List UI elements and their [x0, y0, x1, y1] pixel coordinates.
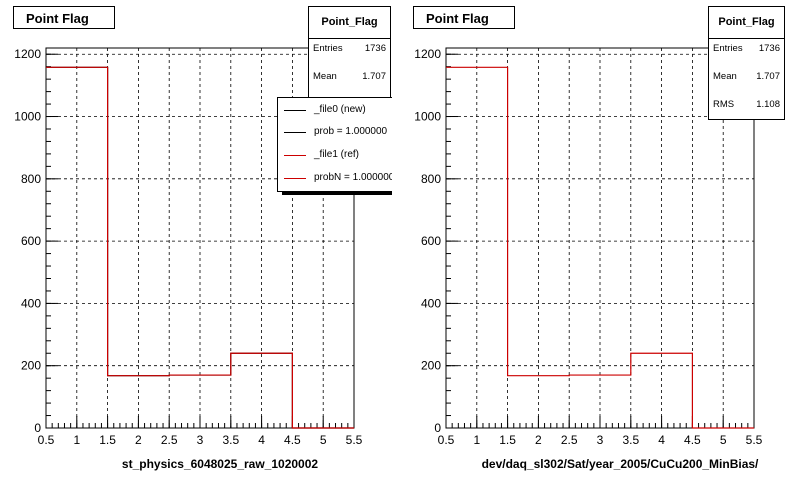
legend-entry-file0: _file0 (new)	[278, 98, 392, 124]
left-x-axis-label: st_physics_6048025_raw_1020002	[122, 457, 318, 471]
right-x-tick-label: 2	[535, 433, 542, 447]
right-y-tick-label: 0	[434, 421, 441, 435]
left-x-tick-label: 2	[135, 433, 142, 447]
left-stats-entries-label: Entries	[313, 43, 343, 54]
right-y-tick-label: 800	[421, 172, 441, 186]
right-title: Point Flag	[426, 11, 489, 26]
left-title-box: Point Flag	[13, 6, 115, 29]
right-x-tick-label: 1.5	[499, 433, 516, 447]
left-x-tick-label: 5.5	[346, 433, 363, 447]
legend-shadow-bottom	[282, 192, 392, 195]
right-y-tick-label: 600	[421, 234, 441, 248]
legend-line-prob	[284, 132, 306, 133]
right-x-tick-label: 5	[720, 433, 727, 447]
left-legend-box: _file0 (new) prob = 1.000000 _file1 (ref…	[277, 97, 392, 192]
right-y-tick-label: 400	[421, 296, 441, 310]
right-x-axis-label: dev/daq_sl302/Sat/year_2005/CuCu200_MinB…	[482, 457, 759, 471]
left-x-tick-label: 1	[73, 433, 80, 447]
left-x-tick-label: 2.5	[161, 433, 178, 447]
right-stats-row-rms: RMS 1.108	[713, 99, 780, 110]
left-x-tick-label: 3.5	[222, 433, 239, 447]
legend-line-file0	[284, 110, 306, 111]
right-x-tick-label: 2.5	[561, 433, 578, 447]
legend-line-probn	[284, 178, 306, 179]
left-x-tick-label: 1.5	[99, 433, 116, 447]
legend-entry-prob: prob = 1.000000	[278, 120, 392, 146]
left-stats-row-entries: Entries 1736	[313, 43, 386, 54]
left-y-tick-label: 1200	[14, 47, 41, 61]
right-stats-entries-value: 1736	[758, 43, 780, 54]
left-y-tick-label: 600	[21, 234, 41, 248]
left-x-tick-label: 4	[258, 433, 265, 447]
right-stats-box: Point_Flag Entries 1736 Mean 1.707 RMS 1…	[708, 6, 785, 120]
right-stats-header: Point_Flag	[709, 7, 784, 39]
left-x-tick-label: 4.5	[284, 433, 301, 447]
right-stats-mean-value: 1.707	[756, 71, 780, 82]
left-stats-entries-value: 1736	[364, 43, 386, 54]
right-series-0-steps	[446, 66, 754, 429]
left-y-tick-label: 0	[34, 421, 41, 435]
legend-line-file1	[284, 155, 306, 156]
right-stats-row-mean: Mean 1.707	[713, 71, 780, 82]
legend-text-probn: probN = 1.000000	[314, 172, 392, 183]
left-stats-row-mean: Mean 1.707	[313, 71, 386, 82]
right-stats-entries-label: Entries	[713, 43, 743, 54]
left-stats-box: Point_Flag Entries 1736 Mean 1.707	[308, 6, 391, 98]
legend-entry-file1: _file1 (ref)	[278, 143, 392, 169]
right-x-tick-label: 0.5	[438, 433, 455, 447]
right-x-tick-label: 3	[597, 433, 604, 447]
left-x-tick-label: 0.5	[38, 433, 55, 447]
right-stats-rms-label: RMS	[713, 99, 735, 110]
left-stats-mean-value: 1.707	[362, 71, 386, 82]
left-title: Point Flag	[26, 11, 89, 26]
left-stats-mean-label: Mean	[313, 71, 337, 82]
legend-text-prob: prob = 1.000000	[314, 126, 388, 137]
legend-text-file0: _file0 (new)	[314, 104, 366, 115]
right-frame	[445, 47, 755, 429]
left-x-tick-label: 5	[320, 433, 327, 447]
right-x-tick-label: 4	[658, 433, 665, 447]
legend-text-file1: _file1 (ref)	[314, 149, 360, 160]
left-x-tick-label: 3	[197, 433, 204, 447]
right-y-tick-label: 1000	[414, 110, 441, 124]
right-x-tick-label: 5.5	[746, 433, 763, 447]
right-histogram: 0.5 1 1.5 2 2.5 3 3.5 4 4.5 5 5.5 0 200 400 600 800 1000…	[414, 47, 762, 471]
left-y-tick-label: 200	[21, 359, 41, 373]
right-y-tick-label: 200	[421, 359, 441, 373]
left-y-tick-label: 800	[21, 172, 41, 186]
left-stats-header: Point_Flag	[309, 7, 390, 39]
right-x-tick-label: 1	[473, 433, 480, 447]
right-x-tick-label: 4.5	[684, 433, 701, 447]
legend-entry-probn: probN = 1.000000	[278, 166, 392, 191]
right-x-tick-label: 3.5	[622, 433, 639, 447]
left-y-tick-label: 400	[21, 296, 41, 310]
right-stats-rms-value: 1.108	[756, 99, 780, 110]
left-series-1-steps	[46, 66, 354, 429]
right-stats-row-entries: Entries 1736	[713, 43, 780, 54]
right-y-tick-label: 1200	[414, 47, 441, 61]
right-title-box: Point Flag	[413, 6, 515, 29]
left-y-tick-label: 1000	[14, 110, 41, 124]
right-stats-mean-label: Mean	[713, 71, 737, 82]
